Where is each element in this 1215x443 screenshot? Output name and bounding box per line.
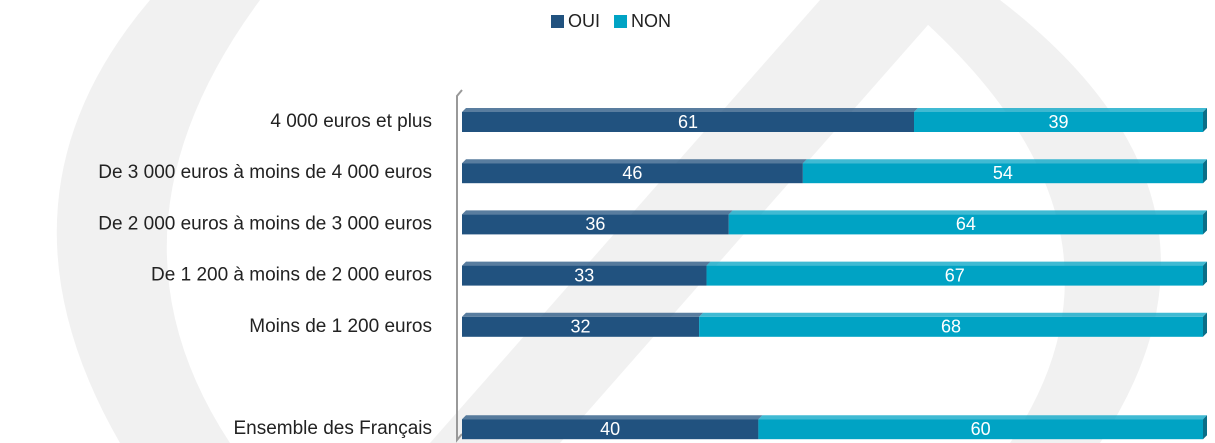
value-label: 61 bbox=[678, 112, 698, 132]
value-label: 68 bbox=[941, 317, 961, 337]
legend-swatch bbox=[551, 15, 564, 28]
bar-segment bbox=[706, 265, 1203, 286]
bar-bevel bbox=[462, 210, 733, 215]
value-label: 33 bbox=[574, 265, 594, 285]
value-label: 32 bbox=[571, 317, 591, 337]
y-tick-label: De 3 000 euros à moins de 4 000 euros bbox=[98, 162, 432, 183]
value-label: 39 bbox=[1048, 112, 1068, 132]
bar-segment bbox=[462, 265, 707, 286]
bar-bevel bbox=[462, 312, 704, 317]
value-label: 40 bbox=[600, 419, 620, 439]
bar-bevel bbox=[802, 159, 1207, 164]
bar-bevel bbox=[706, 261, 1207, 266]
bar-segment bbox=[802, 163, 1203, 184]
legend-label: OUI bbox=[568, 11, 600, 31]
y-tick-label: Ensemble des Français bbox=[233, 418, 432, 439]
bar-end bbox=[1203, 415, 1207, 440]
bar-segment bbox=[914, 112, 1203, 132]
y-tick-label: De 1 200 à moins de 2 000 euros bbox=[151, 265, 432, 286]
watermark-arc bbox=[56, 0, 260, 443]
bar-end bbox=[1203, 108, 1207, 132]
value-label: 64 bbox=[956, 214, 976, 234]
value-label: 54 bbox=[993, 163, 1013, 183]
value-label: 36 bbox=[585, 214, 605, 234]
legend-swatch bbox=[614, 15, 628, 28]
value-label: 60 bbox=[971, 419, 991, 439]
bar-bevel bbox=[462, 108, 919, 112]
bar-segment bbox=[699, 316, 1203, 337]
bar-bevel bbox=[462, 261, 711, 266]
bar-segment bbox=[462, 163, 803, 184]
bar-bevel bbox=[462, 159, 807, 164]
axis-bracket bbox=[456, 89, 463, 443]
bar-segment bbox=[462, 112, 915, 132]
y-tick-label: 4 000 euros et plus bbox=[270, 111, 432, 132]
y-tick-label: Moins de 1 200 euros bbox=[249, 316, 432, 337]
bar-bevel bbox=[699, 312, 1207, 317]
bar-segment bbox=[462, 316, 700, 337]
bar-bevel bbox=[914, 108, 1207, 112]
bar-bevel bbox=[728, 210, 1207, 215]
bar-end bbox=[1203, 261, 1207, 286]
bar-end bbox=[1203, 210, 1207, 235]
value-label: 46 bbox=[622, 163, 642, 183]
bar-end bbox=[1203, 159, 1207, 184]
bar-segment bbox=[758, 419, 1203, 440]
bar-bevel bbox=[462, 415, 763, 420]
bar-bevel bbox=[758, 415, 1207, 420]
bar-segment bbox=[728, 214, 1203, 235]
bar-end bbox=[1203, 312, 1207, 337]
bar-segment bbox=[462, 214, 729, 235]
bar-segment bbox=[462, 419, 759, 440]
value-label: 67 bbox=[945, 265, 965, 285]
y-tick-label: De 2 000 euros à moins de 3 000 euros bbox=[98, 213, 432, 234]
legend-label: NON bbox=[631, 11, 671, 31]
